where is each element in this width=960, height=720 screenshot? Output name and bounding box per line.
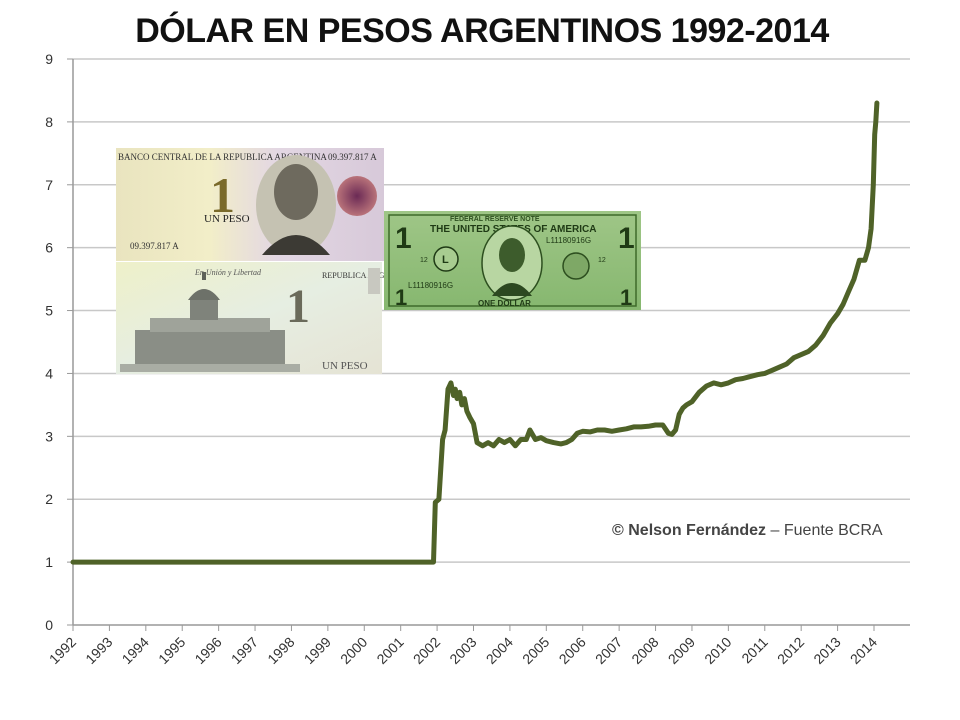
peso-serial-top: 09.397.817 A <box>328 152 377 162</box>
x-tick-label: 2014 <box>847 634 880 667</box>
federal-reserve-seal <box>433 246 459 272</box>
x-tick-label: 2006 <box>556 634 589 667</box>
peso-motto: En Unión y Libertad <box>194 268 262 277</box>
peso-bank-name: BANCO CENTRAL DE LA REPUBLICA ARGENTINA <box>118 152 327 162</box>
y-tick-label: 8 <box>45 114 53 130</box>
portrait-head <box>274 164 318 220</box>
peso-banknote-back-image: En Unión y Libertad 1 REPUBLICA ARGENTIN… <box>116 262 414 374</box>
dollar-district-number-right: 12 <box>598 257 606 264</box>
portrait-shoulders <box>262 235 330 255</box>
treasury-seal <box>562 252 590 280</box>
y-tick-label: 9 <box>45 51 53 67</box>
y-tick-label: 5 <box>45 303 53 319</box>
x-tick-label: 2004 <box>483 634 516 667</box>
credit-source: Fuente BCRA <box>783 522 883 539</box>
x-tick-label: 2005 <box>519 634 552 667</box>
credit-author: Nelson Fernández <box>628 522 767 539</box>
peso-denomination: UN PESO <box>204 213 250 225</box>
x-tick-label: 2002 <box>410 634 443 667</box>
x-tick-label: 1992 <box>46 634 79 667</box>
dollar-district-number-left: 12 <box>420 257 428 264</box>
coat-of-arms <box>368 268 380 294</box>
x-tick-label: 1998 <box>264 634 297 667</box>
y-tick-label: 4 <box>45 365 53 381</box>
x-tick-label: 2013 <box>810 634 843 667</box>
rosette-ornament <box>337 176 377 216</box>
us-dollar-banknote-image: FEDERAL RESERVE NOTE THE UNITED STATES O… <box>384 211 641 310</box>
y-tick-label: 1 <box>45 554 53 570</box>
peso-banknote-front-image: BANCO CENTRAL DE LA REPUBLICA ARGENTINA … <box>116 148 384 261</box>
x-tick-label: 1997 <box>228 634 261 667</box>
x-tick-label: 1993 <box>82 634 115 667</box>
x-tick-label: 1999 <box>301 634 334 667</box>
x-tick-label: 2000 <box>337 634 370 667</box>
peso-numeral: 1 <box>210 167 235 223</box>
x-axis-ticks: 1992 1993 1994 1995 1996 1997 1998 1999 2000 2001… <box>46 625 880 667</box>
exchange-rate-line <box>70 100 880 565</box>
x-tick-label: 2010 <box>701 634 734 667</box>
x-tick-label: 2009 <box>665 634 698 667</box>
peso-serial-bottom: 09.397.817 A <box>130 241 179 251</box>
dollar-numeral-bottom-right: 1 <box>620 285 632 310</box>
x-tick-label: 2012 <box>774 634 807 667</box>
y-tick-label: 2 <box>45 491 53 507</box>
dollar-numeral-right: 1 <box>618 222 635 255</box>
y-tick-label: 7 <box>45 177 53 193</box>
x-tick-label: 1994 <box>119 634 152 667</box>
washington-head <box>499 238 525 272</box>
dollar-denomination: ONE DOLLAR <box>478 299 531 308</box>
y-tick-label: 3 <box>45 428 53 444</box>
dollar-serial-top: L11180916G <box>546 236 591 245</box>
x-tick-label: 2003 <box>446 634 479 667</box>
y-tick-label: 6 <box>45 240 53 256</box>
congress-building-illustration <box>120 272 300 372</box>
credit-separator: – <box>770 522 780 539</box>
y-axis-ticks: 0 1 2 3 4 5 6 7 8 9 <box>45 51 73 633</box>
x-tick-label: 2011 <box>738 634 771 667</box>
peso-back-numeral: 1 <box>286 280 310 333</box>
x-tick-label: 2008 <box>628 634 661 667</box>
washington-shoulders <box>492 283 532 296</box>
dollar-numeral-left: 1 <box>395 222 412 255</box>
dollar-serial-bottom: L11180916G <box>408 281 453 290</box>
credit-note: © Nelson Fernández – Fuente BCRA <box>612 522 883 540</box>
dollar-numeral-bottom-left: 1 <box>395 285 407 310</box>
peso-back-denomination: UN PESO <box>322 360 368 372</box>
x-tick-label: 2007 <box>592 634 625 667</box>
y-tick-label: 0 <box>45 617 53 633</box>
x-tick-label: 1995 <box>155 634 188 667</box>
dollar-header: FEDERAL RESERVE NOTE <box>450 216 540 223</box>
x-tick-label: 2001 <box>373 634 406 667</box>
copyright-symbol: © <box>612 522 624 539</box>
x-tick-label: 1996 <box>191 634 224 667</box>
dollar-district-letter: L <box>442 254 449 266</box>
chart-title: DÓLAR EN PESOS ARGENTINOS 1992-2014 <box>135 12 829 50</box>
